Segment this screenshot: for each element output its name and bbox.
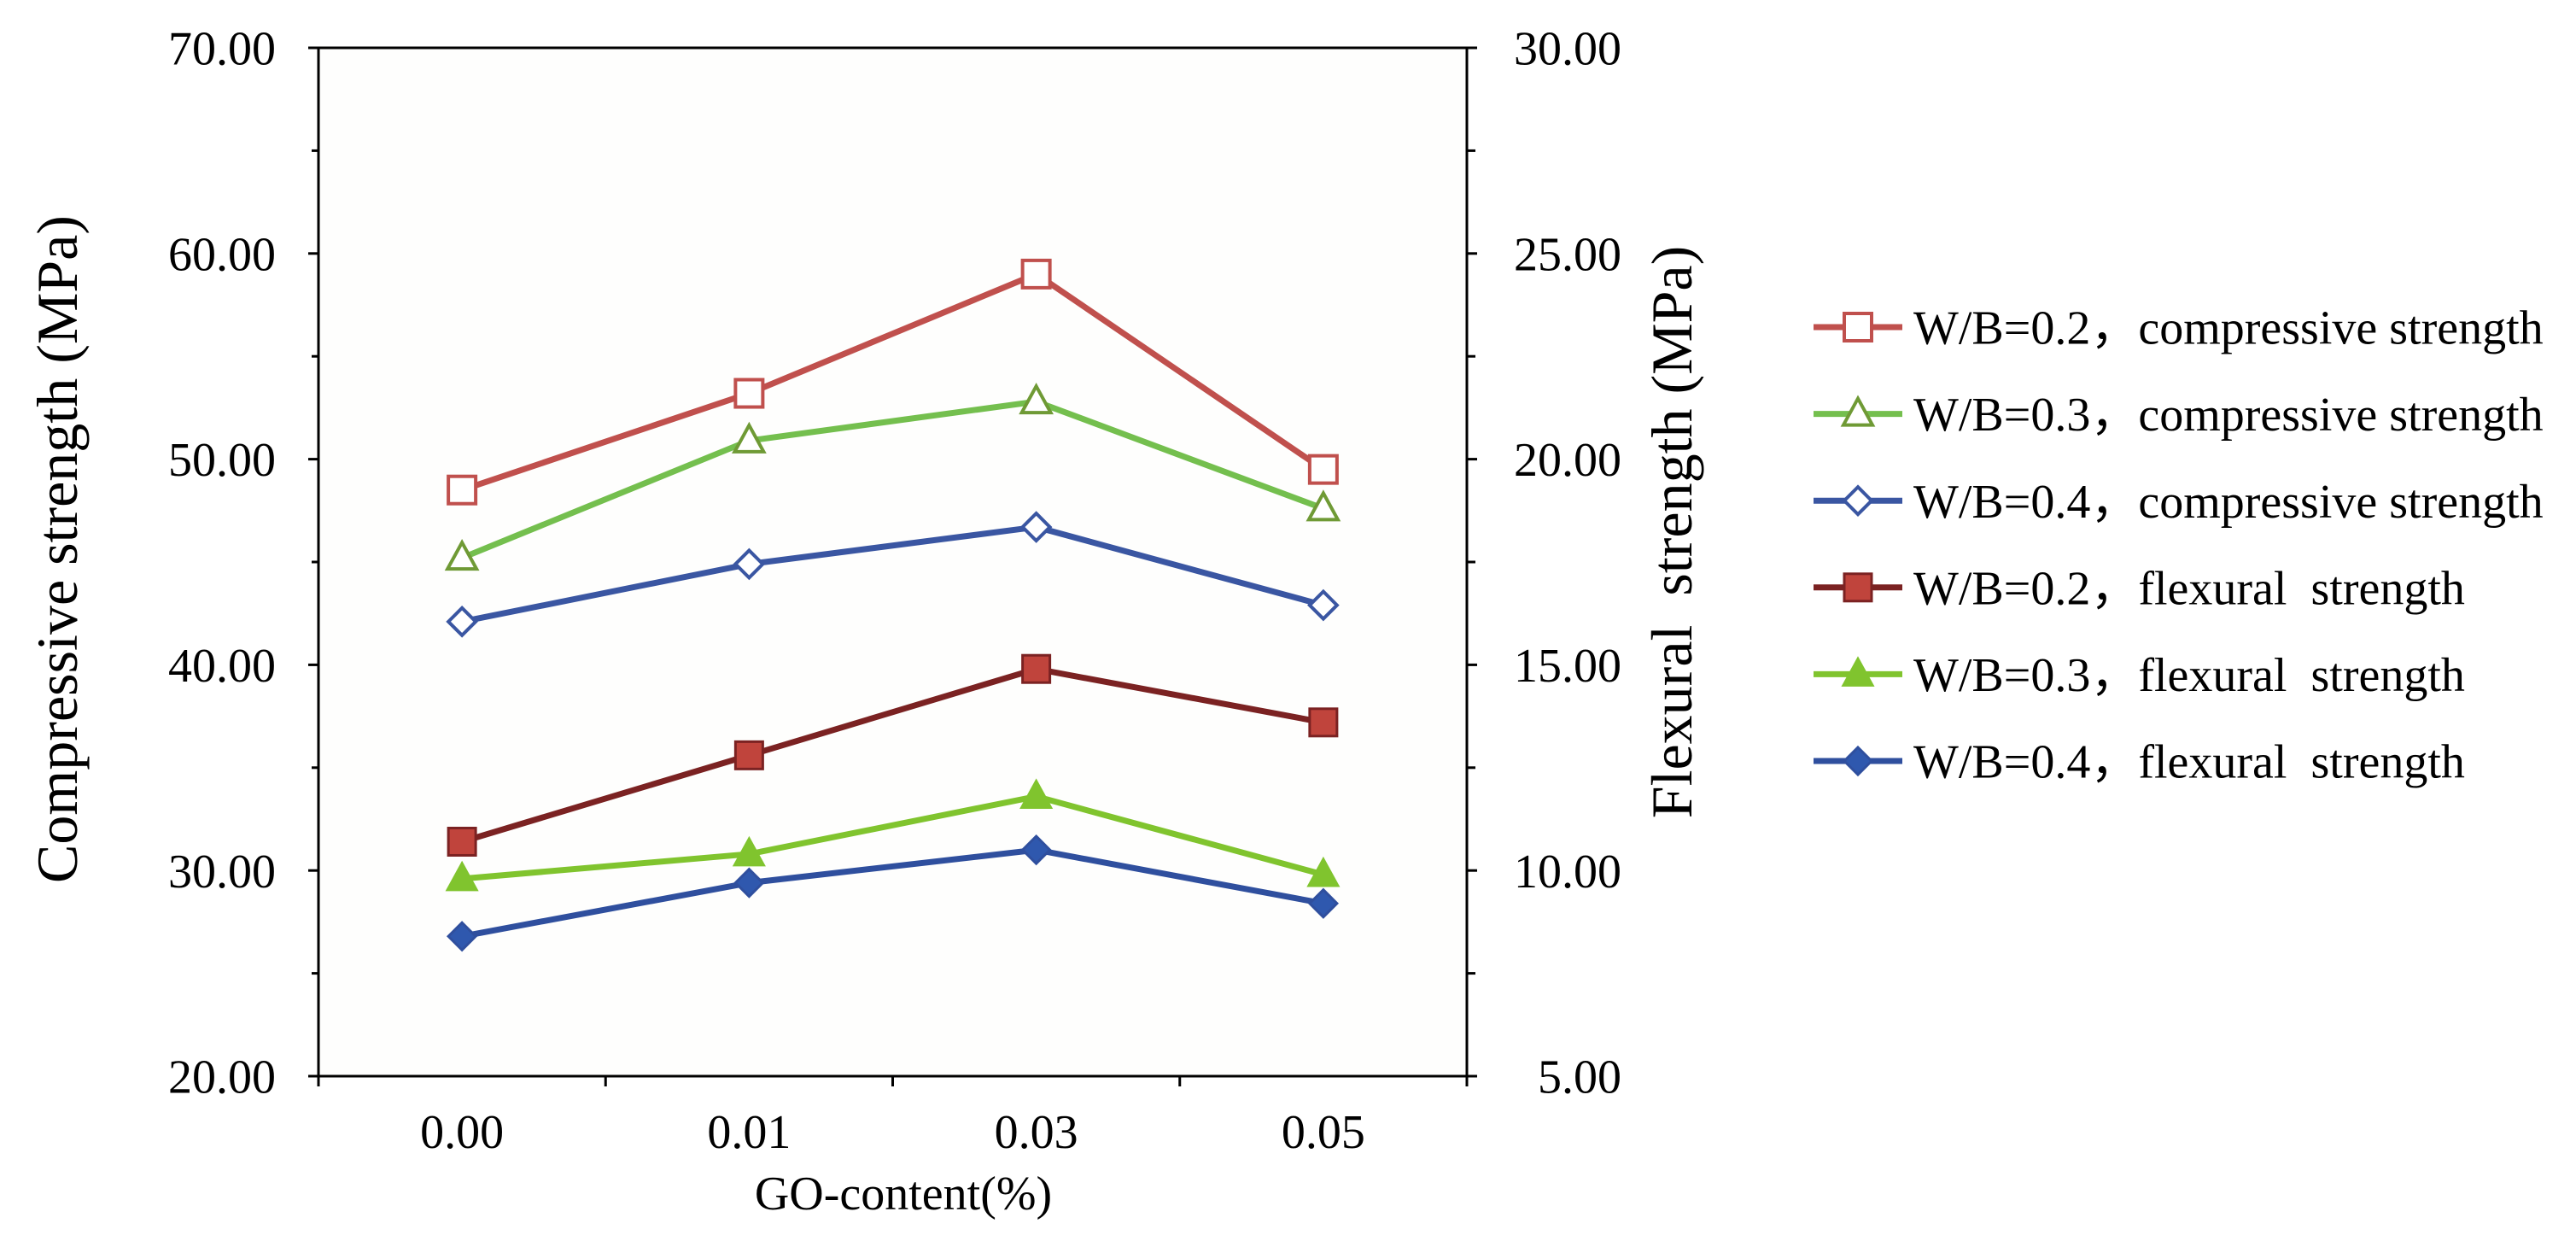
data-point-s6-1 bbox=[447, 921, 478, 952]
data-point-s4-1 bbox=[447, 826, 477, 857]
data-point-s5-2 bbox=[732, 835, 766, 867]
y-right-tick-label: 5.00 bbox=[1538, 1051, 1621, 1104]
data-point-s1-1 bbox=[447, 474, 478, 506]
y-left-tick-label: 30.00 bbox=[168, 846, 276, 899]
data-point-s6-2 bbox=[733, 867, 765, 899]
x-axis: 0.00 0.01 0.03 0.05 bbox=[317, 1076, 1469, 1159]
data-point-s3-4 bbox=[1307, 588, 1340, 622]
y-left-tick-label: 70.00 bbox=[168, 23, 276, 76]
y-right-tick-label: 15.00 bbox=[1514, 640, 1621, 693]
series-line-3 bbox=[459, 524, 1327, 625]
series-6 bbox=[447, 834, 1339, 952]
legend-label-2: W/B=0.3，compressive strength bbox=[1913, 389, 2544, 442]
data-point-s4-4 bbox=[1308, 707, 1339, 738]
series-line-5 bbox=[459, 793, 1327, 882]
legend: W/B=0.2，compressive strength W/B=0.3，comp… bbox=[1814, 302, 2544, 789]
series-layer bbox=[444, 258, 1341, 952]
data-point-s2-3 bbox=[1019, 383, 1054, 415]
series-3 bbox=[446, 511, 1340, 638]
y-left-tick-label: 20.00 bbox=[168, 1051, 276, 1104]
series-line-1 bbox=[459, 271, 1327, 494]
data-point-s2-1 bbox=[444, 539, 480, 571]
y-axis-left: 20.00 30.00 40.00 50.00 60.00 70.00 bbox=[168, 23, 318, 1104]
y-axis-title-right: Flexural strength (MPa) bbox=[1639, 246, 1704, 818]
data-point-s1-2 bbox=[733, 378, 765, 409]
legend-marker-1 bbox=[1843, 312, 1873, 342]
x-tick-label: 0.03 bbox=[995, 1106, 1078, 1159]
y-right-tick-label: 20.00 bbox=[1514, 434, 1621, 487]
legend-item-4: W/B=0.2，flexural strength bbox=[1814, 562, 2465, 615]
data-point-s3-2 bbox=[733, 547, 766, 581]
x-tick-label: 0.05 bbox=[1282, 1106, 1365, 1159]
legend-marker-5 bbox=[1841, 656, 1875, 687]
x-axis-title: GO-content(%) bbox=[755, 1168, 1052, 1221]
data-point-s3-3 bbox=[1019, 511, 1053, 543]
data-point-s5-3 bbox=[1019, 778, 1054, 810]
legend-label-4: W/B=0.2，flexural strength bbox=[1913, 562, 2465, 615]
legend-label-3: W/B=0.4，compressive strength bbox=[1913, 476, 2544, 529]
legend-label-1: W/B=0.2，compressive strength bbox=[1913, 302, 2544, 355]
series-1 bbox=[447, 258, 1339, 506]
legend-label-5: W/B=0.3，flexural strength bbox=[1913, 649, 2465, 702]
legend-item-3: W/B=0.4，compressive strength bbox=[1814, 476, 2544, 529]
plot-area bbox=[318, 48, 1467, 1076]
data-point-s6-3 bbox=[1020, 834, 1052, 866]
legend-marker-2 bbox=[1840, 395, 1876, 427]
series-line-4 bbox=[459, 665, 1327, 845]
legend-item-1: W/B=0.2，compressive strength bbox=[1814, 302, 2544, 355]
legend-marker-3 bbox=[1842, 484, 1874, 518]
legend-item-2: W/B=0.3，compressive strength bbox=[1814, 389, 2544, 442]
y-right-tick-label: 30.00 bbox=[1514, 23, 1621, 76]
series-5 bbox=[445, 778, 1341, 892]
y-left-tick-label: 40.00 bbox=[168, 640, 276, 693]
series-line-6 bbox=[459, 846, 1327, 940]
data-point-s5-1 bbox=[445, 860, 479, 892]
y-left-tick-label: 60.00 bbox=[168, 228, 276, 281]
data-point-s1-3 bbox=[1020, 258, 1052, 290]
x-tick-label: 0.01 bbox=[707, 1106, 791, 1159]
y-axis-title-left: Compressive strength (MPa) bbox=[25, 215, 90, 883]
data-point-s6-4 bbox=[1307, 887, 1339, 919]
data-point-s2-4 bbox=[1306, 489, 1341, 522]
y-axis-right: 5.00 10.00 15.00 20.00 25.00 30.00 bbox=[1467, 23, 1621, 1104]
legend-item-6: W/B=0.4，flexural strength bbox=[1814, 736, 2465, 789]
data-point-s4-3 bbox=[1021, 653, 1052, 684]
series-4 bbox=[447, 653, 1339, 857]
legend-item-5: W/B=0.3，flexural strength bbox=[1814, 649, 2465, 702]
y-right-tick-label: 25.00 bbox=[1514, 228, 1621, 281]
data-point-s1-4 bbox=[1307, 454, 1339, 485]
x-tick-label: 0.00 bbox=[420, 1106, 504, 1159]
legend-marker-6 bbox=[1842, 745, 1874, 777]
data-point-s2-2 bbox=[731, 421, 767, 454]
legend-marker-4 bbox=[1843, 572, 1873, 603]
series-line-2 bbox=[459, 398, 1327, 561]
legend-label-6: W/B=0.4，flexural strength bbox=[1913, 736, 2465, 789]
plot-frame bbox=[317, 46, 1469, 1078]
data-point-s3-1 bbox=[446, 606, 478, 638]
series-2 bbox=[444, 383, 1341, 571]
data-point-s4-2 bbox=[733, 740, 764, 770]
y-left-tick-label: 50.00 bbox=[168, 434, 276, 487]
y-right-tick-label: 10.00 bbox=[1514, 846, 1621, 899]
data-point-s5-4 bbox=[1306, 856, 1341, 887]
